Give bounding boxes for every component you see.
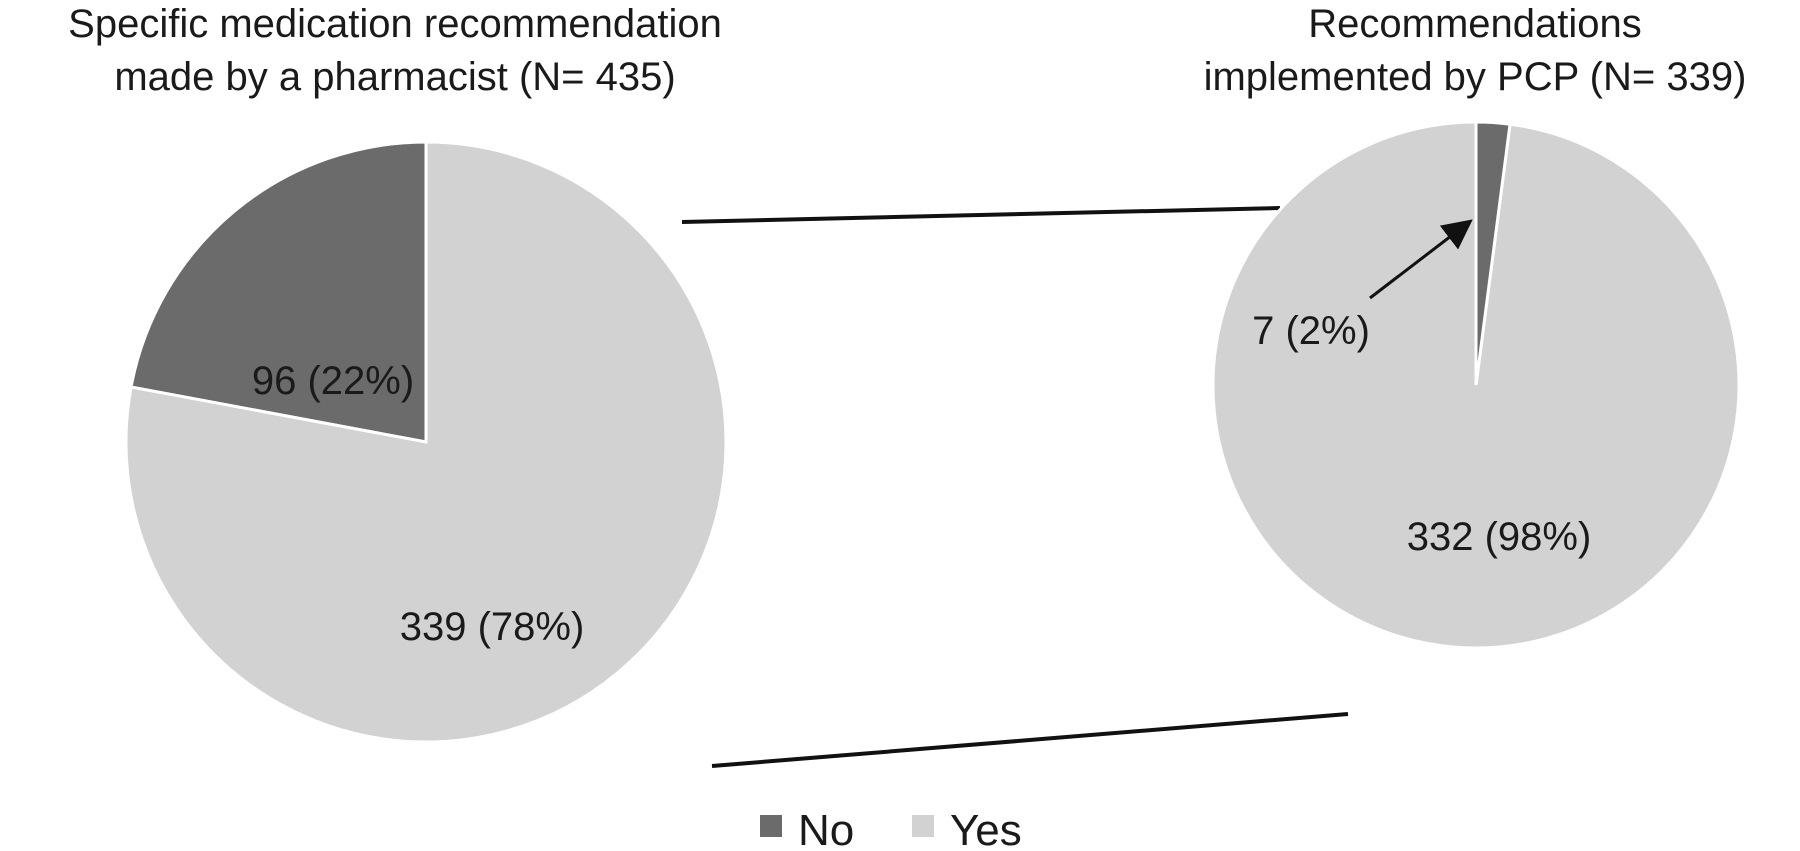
left-pie-slice-yes <box>124 140 728 744</box>
left-pie-label-no: 96 (22%) <box>252 359 414 403</box>
right-pie-label-yes: 332 (98%) <box>1407 515 1592 559</box>
legend-label-yes: Yes <box>950 806 1022 851</box>
right-pie <box>1211 120 1741 650</box>
right-chart-title-line-1: Recommendations <box>1308 2 1642 46</box>
right-chart-title-line-2: implemented by PCP (N= 339) <box>1204 55 1747 99</box>
legend-swatch-yes <box>912 815 934 837</box>
right-pie-leader-arrow <box>1369 219 1473 300</box>
legend-label-no: No <box>798 806 854 851</box>
right-pie-label-no: 7 (2%) <box>1252 309 1370 353</box>
right-pie-slice-no <box>1474 120 1512 386</box>
connector-line-top <box>681 206 1281 224</box>
left-pie <box>124 140 728 744</box>
connector-line-bottom <box>711 712 1349 768</box>
left-pie-label-yes: 339 (78%) <box>400 605 585 649</box>
left-chart-title-line-2: made by a pharmacist (N= 435) <box>114 55 675 99</box>
legend: No Yes <box>760 806 1022 851</box>
left-pie-slice-no <box>129 140 428 444</box>
legend-swatch-no <box>760 815 782 837</box>
left-chart-title-line-1: Specific medication recommendation <box>68 2 722 46</box>
